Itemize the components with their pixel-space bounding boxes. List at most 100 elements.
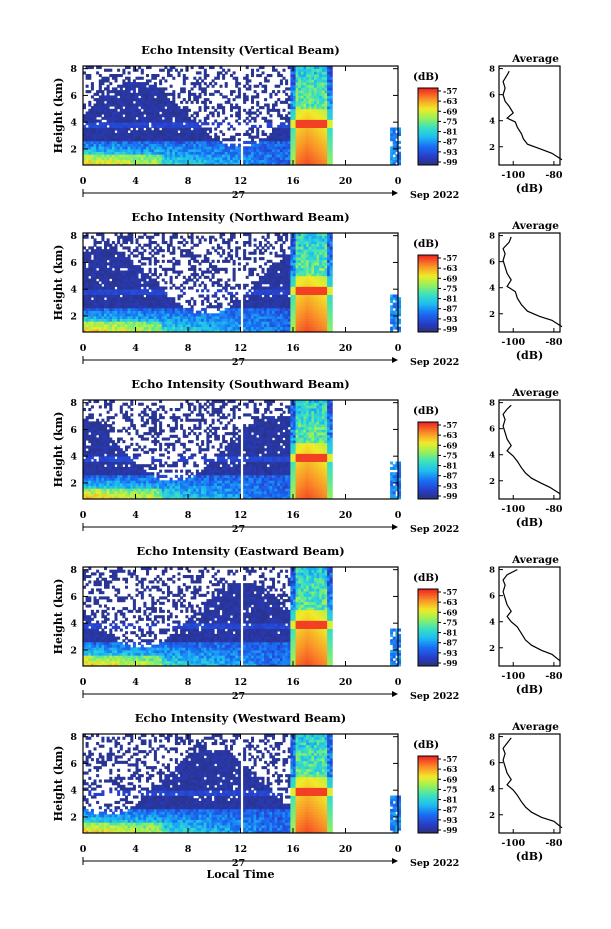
heatmap-cell [298, 71, 302, 75]
heatmap-cell [222, 233, 226, 237]
heatmap-cell [159, 286, 163, 290]
heatmap-cell [277, 157, 281, 161]
heatmap-cell [308, 76, 312, 80]
heatmap-cell [148, 286, 152, 290]
heatmap-cell [90, 106, 94, 110]
heatmap-cell [245, 329, 249, 333]
heatmap-cell [172, 106, 176, 110]
heatmap-cell [203, 315, 207, 319]
heatmap-cell [101, 132, 105, 136]
heatmap-cell [274, 299, 278, 303]
heatmap-cell [98, 162, 102, 166]
heatmap-cell [327, 90, 331, 94]
heatmap-cell [277, 286, 281, 290]
heatmap-cell [298, 305, 302, 309]
heatmap-cell [148, 275, 152, 279]
heatmap-cell [161, 305, 165, 309]
heatmap-cell [216, 138, 220, 142]
heatmap-cell [119, 329, 123, 333]
heatmap-cell [329, 132, 333, 136]
heatmap-cell [130, 148, 134, 152]
heatmap-cell [232, 262, 236, 266]
heatmap-cell [96, 313, 100, 317]
heatmap-cell [193, 275, 197, 279]
heatmap-cell [106, 238, 110, 242]
heatmap-cell [111, 273, 115, 277]
heatmap-cell [279, 281, 283, 285]
heatmap-cell [274, 162, 278, 166]
heatmap-cell [261, 90, 265, 94]
heatmap-cell [167, 140, 171, 144]
heatmap-cell [222, 267, 226, 271]
heatmap-cell [180, 289, 184, 293]
heatmap-cell [177, 273, 181, 277]
heatmap-cell [258, 82, 262, 86]
heatmap-cell [88, 270, 92, 274]
heatmap-cell [279, 273, 283, 277]
heatmap-cell [182, 114, 186, 118]
heatmap-cell [261, 267, 265, 271]
heatmap-cell [164, 267, 168, 271]
heatmap-cell [104, 275, 108, 279]
heatmap-cell [227, 326, 231, 330]
heatmap-cell [96, 66, 100, 70]
heatmap-cell [106, 315, 110, 319]
heatmap-cell [298, 249, 302, 253]
heatmap-cell [306, 106, 310, 110]
heatmap-cell [316, 159, 320, 163]
heatmap-cell [151, 124, 155, 128]
heatmap-cell [98, 111, 102, 115]
x-tick-label: 4 [132, 176, 139, 187]
heatmap-cell [106, 79, 110, 83]
heatmap-cell [293, 151, 297, 155]
heatmap-cell [198, 151, 202, 155]
heatmap-cell [114, 162, 118, 166]
heatmap-cell [251, 116, 255, 120]
heatmap-cell [298, 87, 302, 91]
heatmap-cell [190, 157, 194, 161]
heatmap-cell [140, 310, 144, 314]
heatmap-cell [324, 87, 328, 91]
heatmap-cell [104, 154, 108, 158]
heatmap-cell [195, 82, 199, 86]
heatmap-cell [93, 313, 97, 317]
heatmap-cell [287, 143, 291, 147]
heatmap-cell [251, 313, 255, 317]
heatmap-cell [198, 130, 202, 134]
heatmap-cell [90, 116, 94, 120]
heatmap-cell [321, 108, 325, 112]
heatmap-cell [285, 116, 289, 120]
heatmap-cell [219, 305, 223, 309]
heatmap-cell [138, 151, 142, 155]
heatmap-cell [93, 241, 97, 245]
heatmap-cell [146, 243, 150, 247]
heatmap-cell [153, 100, 157, 104]
heatmap-cell [104, 157, 108, 161]
heatmap-cell [182, 238, 186, 242]
heatmap-cell [85, 321, 89, 325]
heatmap-cell [143, 318, 147, 322]
heatmap-cell [190, 140, 194, 144]
heatmap-cell [96, 251, 100, 255]
heatmap-cell [287, 66, 291, 70]
heatmap-cell [308, 321, 312, 325]
heatmap-cell [88, 148, 92, 152]
heatmap-cell [130, 251, 134, 255]
heatmap-cell [300, 321, 304, 325]
heatmap-cell [174, 259, 178, 263]
heatmap-cell [272, 66, 276, 70]
heatmap-cell [93, 130, 97, 134]
heatmap-cell [167, 98, 171, 102]
heatmap-cell [295, 108, 299, 112]
heatmap-cell [185, 146, 189, 150]
heatmap-cell [114, 326, 118, 330]
heatmap-cell [156, 310, 160, 314]
heatmap-cell [203, 154, 207, 158]
heatmap-cell [298, 318, 302, 322]
heatmap-cell [227, 127, 231, 131]
heatmap-cell [253, 267, 257, 271]
heatmap-cell [324, 116, 328, 120]
heatmap-cell [264, 238, 268, 242]
heatmap-cell [167, 154, 171, 158]
heatmap-cell [256, 297, 260, 301]
